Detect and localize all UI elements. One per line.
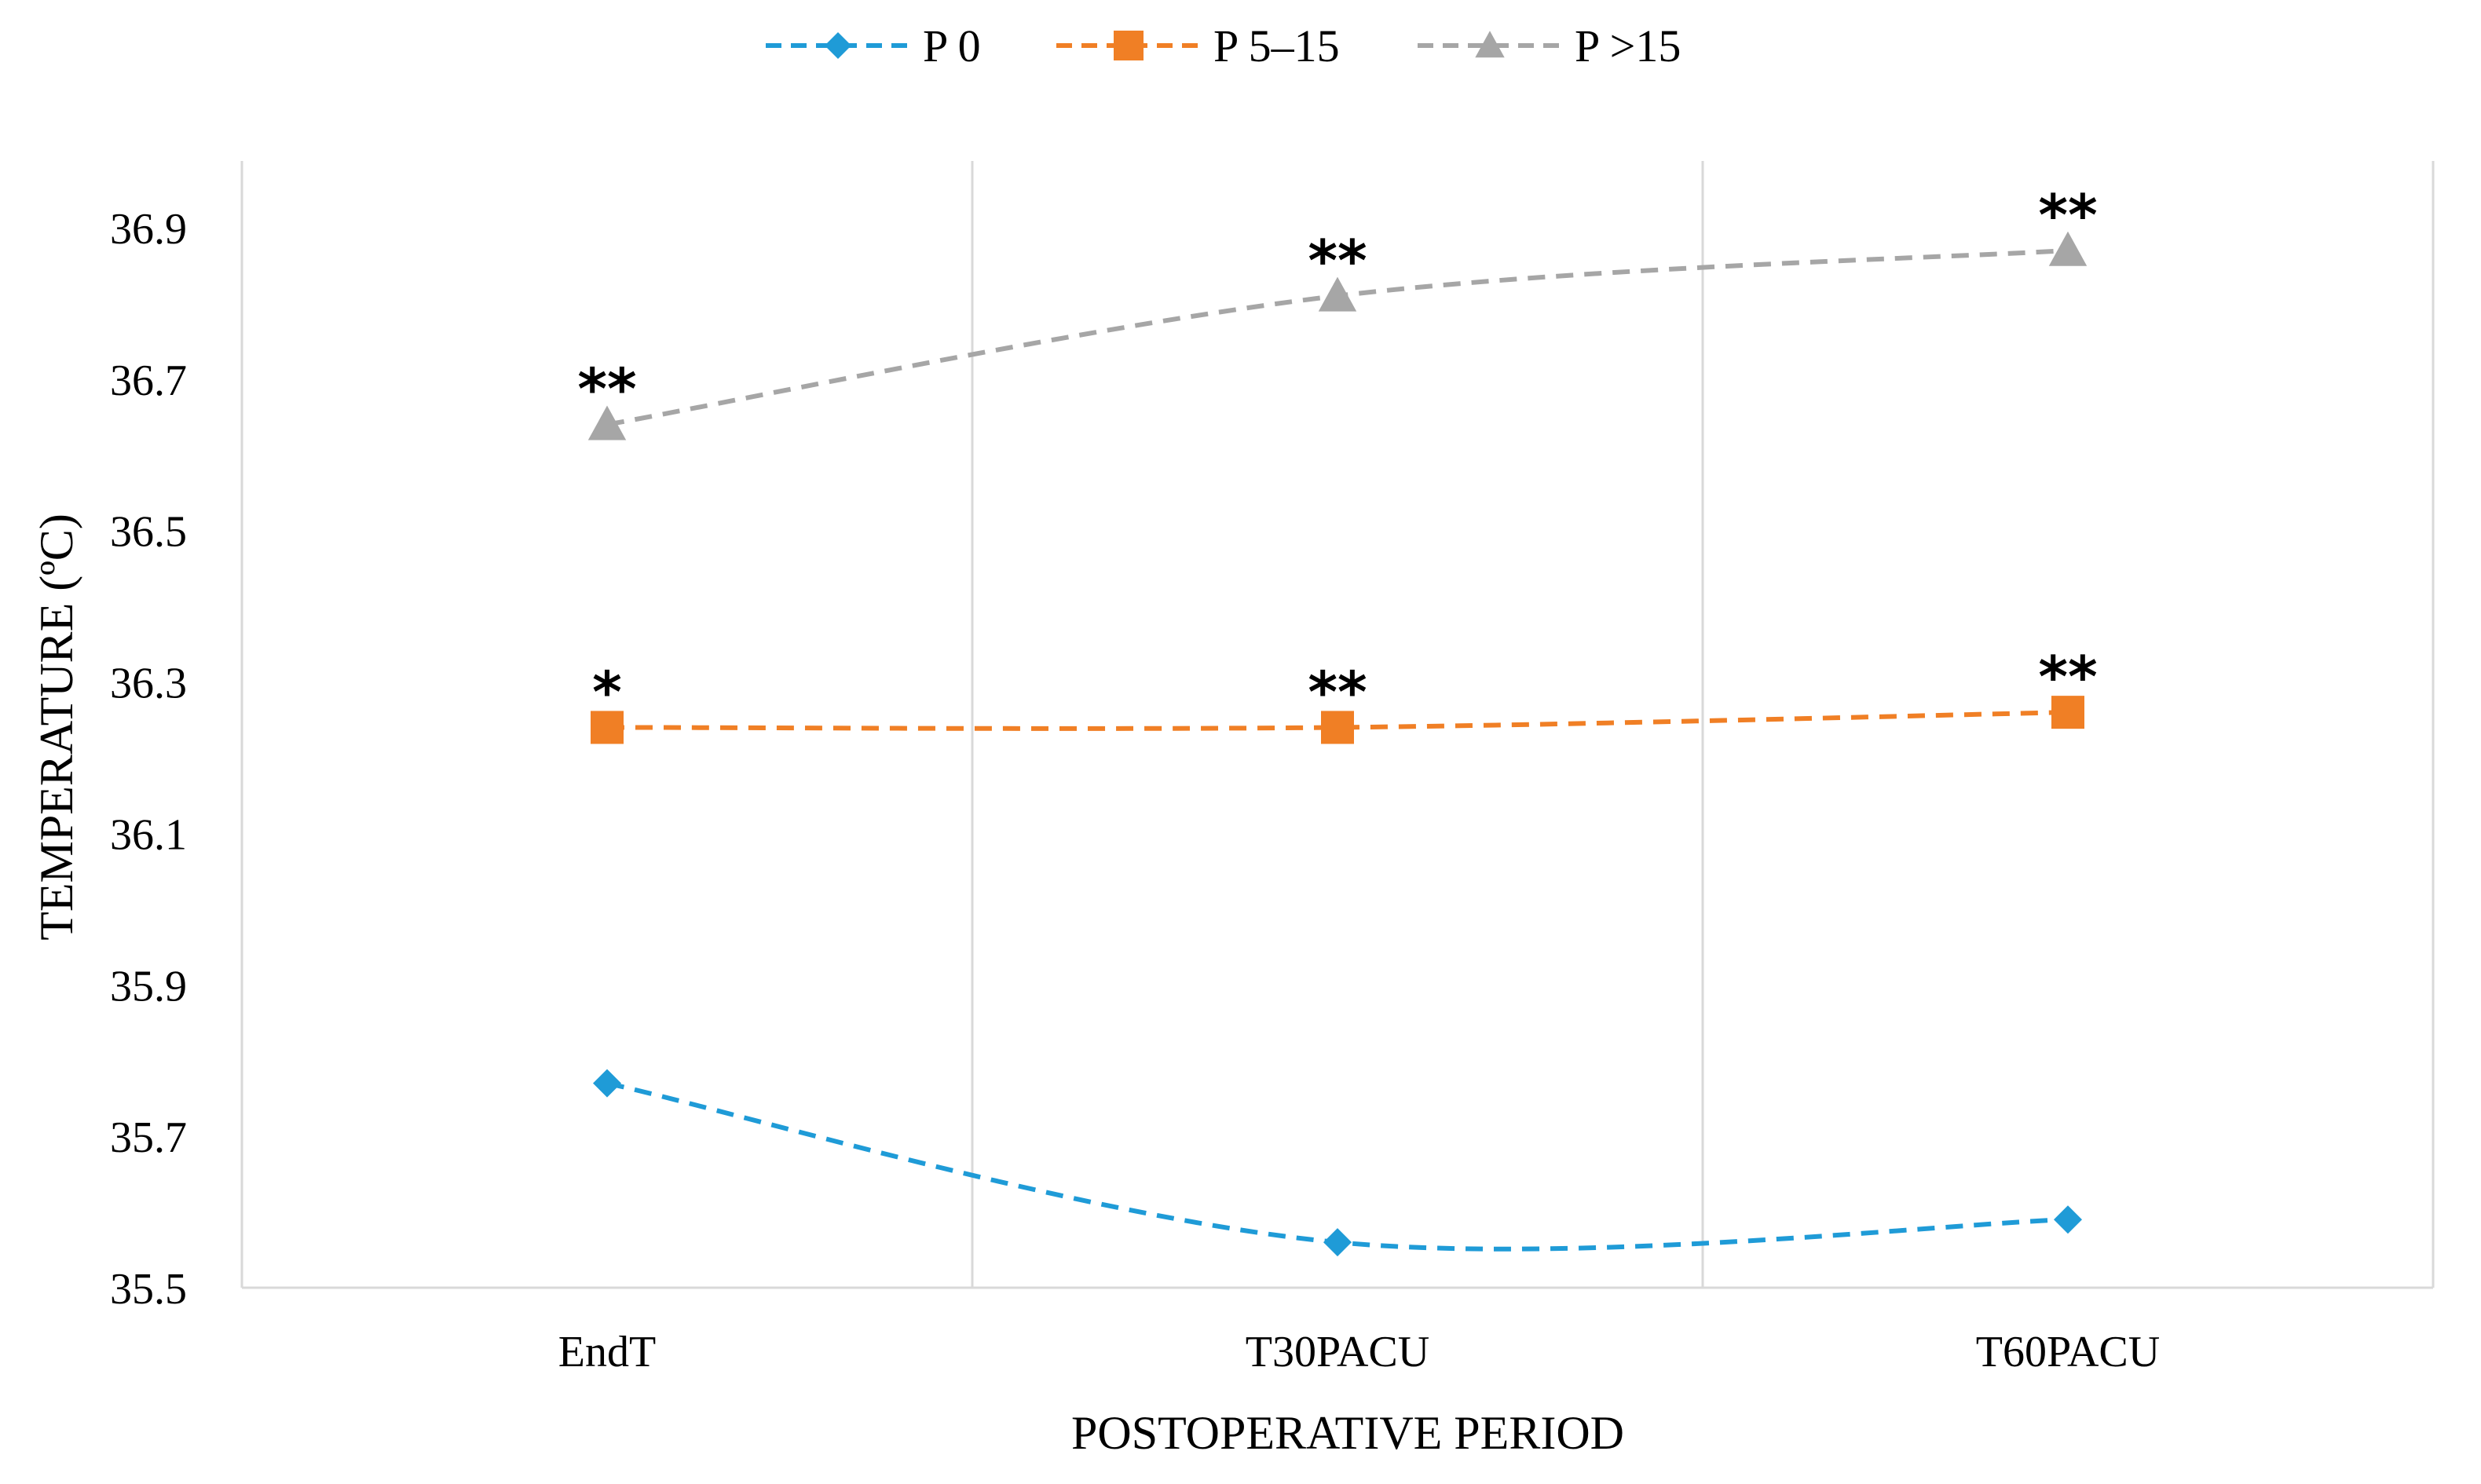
legend-item: P >15 [1418,20,1681,71]
significance-label: ** [2038,182,2097,248]
x-tick-label: EndT [558,1328,656,1376]
significance-label: ** [2038,644,2097,710]
data-point-square [1114,31,1144,60]
series-triangle: ** ** ** [577,182,2098,440]
significance-label: * [592,659,622,725]
y-tick-label: 36.9 [110,205,187,254]
legend-label: P 0 [923,20,981,71]
y-tick-label: 36.3 [110,660,187,708]
series-group: * ** ******** [577,182,2098,1257]
y-tick-label: 36.1 [110,810,187,859]
y-axis-title: TEMPERATURE (ºC) [31,514,82,941]
data-point-triangle [1475,31,1505,58]
series-diamond [593,1069,2082,1257]
x-axis-title: POSTOPERATIVE PERIOD [1071,1407,1624,1459]
legend-label: P 5–15 [1213,20,1340,71]
x-tick-label: T30PACU [1246,1328,1429,1376]
series-square: * ** ** [591,644,2098,744]
x-tick-label: T60PACU [1976,1328,2160,1376]
legend-label: P >15 [1575,20,1681,71]
data-point-diamond [593,1069,621,1098]
data-point-triangle [587,405,627,440]
series-line [606,710,2069,731]
y-tick-label: 35.7 [110,1113,187,1162]
y-tick-label: 36.5 [110,508,187,557]
y-tick-label: 35.9 [110,962,187,1011]
data-point-diamond [1323,1228,1352,1257]
data-point-square [2051,696,2084,729]
data-point-triangle [2048,231,2088,266]
legend: P 0 P 5–15 P >15 [766,20,1681,71]
series-line [606,1080,2069,1252]
grid-lines [240,161,2435,1288]
significance-label: ** [577,356,636,422]
legend-item: P 0 [766,20,981,71]
significance-label: ** [1308,659,1367,725]
data-point-square [591,711,624,744]
data-point-diamond [2054,1205,2082,1234]
legend-item: P 5–15 [1056,20,1340,71]
data-point-triangle [1318,276,1357,312]
y-tick-label: 36.7 [110,356,187,405]
y-tick-label: 35.5 [110,1265,187,1314]
significance-label: ** [1308,228,1367,294]
tick-labels: 35.5 35.7 35.9 36.1 36.3 36.5 36.7 36.9 EndT T30P… [110,205,2160,1376]
data-point-square [1321,711,1354,744]
data-point-diamond [825,32,851,59]
